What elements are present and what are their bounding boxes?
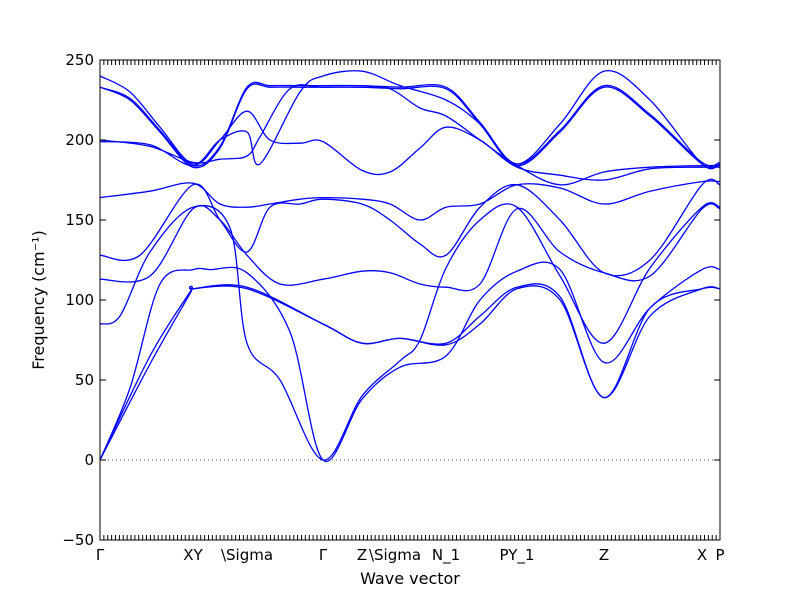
band-line-8 <box>99 84 721 186</box>
y-tick-label: 50 <box>75 371 94 389</box>
y-tick-label: 100 <box>65 291 94 309</box>
y-axis-label: Frequency (cm⁻¹) <box>29 230 48 369</box>
band-line-10 <box>99 83 721 169</box>
band-line-3 <box>99 261 721 463</box>
band-line-2 <box>99 283 721 461</box>
band-line-6 <box>99 178 721 277</box>
x-axis-label: Wave vector <box>360 569 460 588</box>
x-tick-label: Γ <box>319 546 328 564</box>
y-tick-label: −50 <box>62 531 94 549</box>
x-tick-label: XY <box>183 546 203 564</box>
band-line-12 <box>99 70 721 170</box>
band-line-5 <box>99 203 721 292</box>
band-line-9 <box>99 110 721 181</box>
y-tick-label: 150 <box>65 211 94 229</box>
band-line-11 <box>99 81 721 167</box>
x-tick-label: Γ <box>96 546 105 564</box>
x-tick-label: Z <box>357 546 367 564</box>
x-tick-label: P <box>715 546 724 564</box>
plot-area <box>99 70 721 463</box>
x-tick-label: N_1 <box>432 546 460 565</box>
y-tick-label: 200 <box>65 131 94 149</box>
band-line-7 <box>99 180 721 221</box>
x-tick-label: \Sigma <box>221 546 273 564</box>
x-tick-label: \Sigma <box>369 546 421 564</box>
band-line-4 <box>99 202 721 461</box>
x-tick-label: X <box>697 546 707 564</box>
plot-frame <box>99 59 721 541</box>
y-tick-label: 250 <box>65 51 94 69</box>
x-tick-label: Z <box>599 546 609 564</box>
y-tick-label: 0 <box>84 451 94 469</box>
x-tick-label: PY_1 <box>500 546 535 565</box>
